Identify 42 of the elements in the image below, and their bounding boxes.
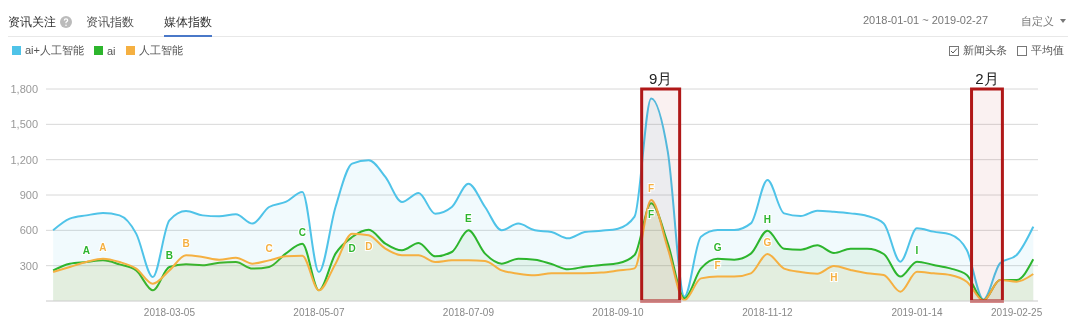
annotation: F	[648, 209, 655, 221]
x-tick-label: 2018-07-09	[442, 307, 495, 319]
annotation: H	[763, 213, 772, 225]
x-tick-label: 2019-01-14	[891, 307, 943, 319]
x-tick-label: 2018-03-05	[143, 307, 196, 319]
x-tick-label: 2018-05-07	[293, 307, 345, 319]
y-tick-label: 300	[19, 259, 38, 272]
annotation: E	[465, 213, 473, 225]
annotation: I	[915, 244, 919, 256]
text: 资讯指数	[86, 13, 134, 31]
y-tick-label: 1,800	[10, 82, 38, 95]
text: 自定义	[1021, 14, 1054, 29]
legend-label: ai+人工智能	[24, 43, 84, 58]
text: 媒体指数	[164, 13, 212, 37]
annotation: F	[648, 183, 655, 195]
annotation: D	[348, 243, 356, 255]
text: 资讯关注	[8, 13, 56, 31]
annotation: F	[714, 259, 721, 271]
annotation: H	[830, 272, 838, 284]
text: 新闻头条	[963, 43, 1007, 58]
annotation: G	[713, 241, 722, 253]
annotation: A	[82, 245, 90, 257]
annotation: A	[99, 241, 107, 253]
annotation: B	[182, 238, 190, 250]
annotation: B	[165, 249, 174, 261]
x-tick-label: 2018-11-12	[742, 307, 794, 319]
y-tick-label: 1,500	[10, 118, 38, 131]
x-tick-label: 2019-02-25	[991, 307, 1043, 319]
annotation: D	[365, 241, 373, 253]
legend-label: ai	[106, 43, 116, 58]
legend-label: 人工智能	[137, 43, 183, 58]
band-label: 2月	[975, 70, 999, 87]
annotation: G	[763, 237, 772, 249]
band-label: 9月	[648, 70, 673, 87]
text: 2018-01-01 ~ 2019-02-27	[862, 14, 988, 26]
x-tick-label: 2018-09-10	[592, 307, 644, 319]
text: 平均值	[1031, 43, 1064, 58]
y-tick-label: 1,200	[10, 153, 38, 166]
annotation: C	[298, 226, 306, 238]
y-tick-label: 900	[19, 188, 38, 201]
y-tick-label: 600	[19, 224, 38, 237]
annotation: C	[265, 243, 273, 255]
